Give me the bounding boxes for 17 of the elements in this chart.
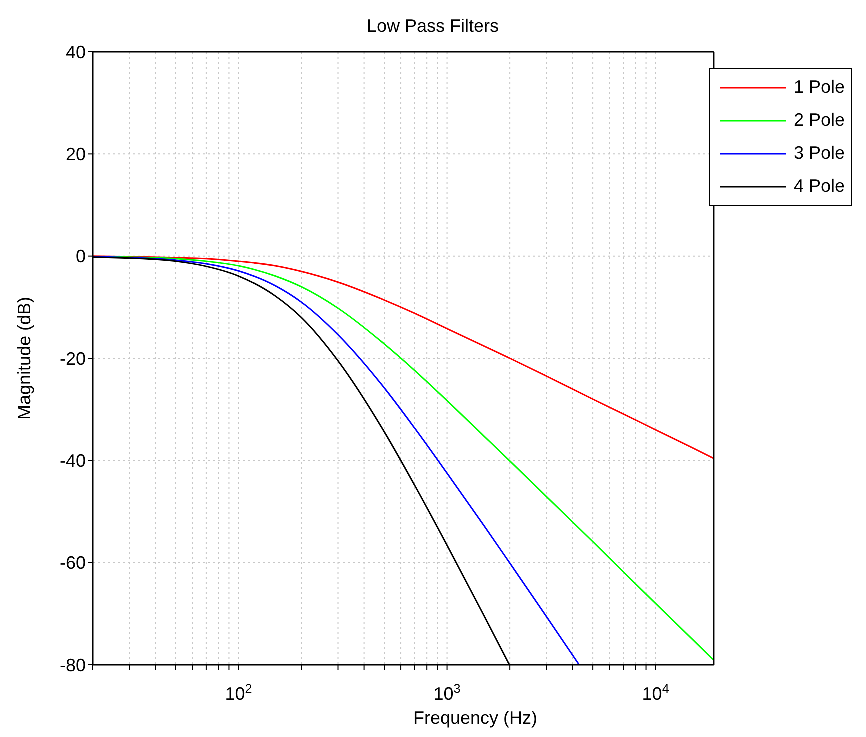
x-tick-label: 10$^{3}$ [434, 682, 461, 704]
y-tick-label: -40 [60, 451, 86, 472]
x-tick-label: 10$^{4}$ [642, 682, 670, 704]
legend-label: 3 Pole [794, 143, 845, 164]
y-tick-label: -20 [60, 348, 86, 369]
y-tick-label: 0 [76, 246, 86, 267]
y-tick-label: 40 [66, 42, 86, 62]
y-tick-label: -80 [60, 655, 86, 676]
y-tick-label: -60 [60, 553, 86, 574]
legend-label: 1 Pole [794, 77, 845, 98]
chart-title: Low Pass Filters [366, 16, 500, 37]
x-axis-title: Frequency (Hz) [412, 708, 539, 729]
y-tick-label: 20 [66, 144, 86, 165]
legend-label: 4 Pole [794, 176, 845, 197]
y-axis-title: Magnitude (dB) [14, 296, 34, 420]
legend-label: 2 Pole [794, 110, 845, 131]
x-tick-label: 10$^{2}$ [225, 682, 252, 704]
